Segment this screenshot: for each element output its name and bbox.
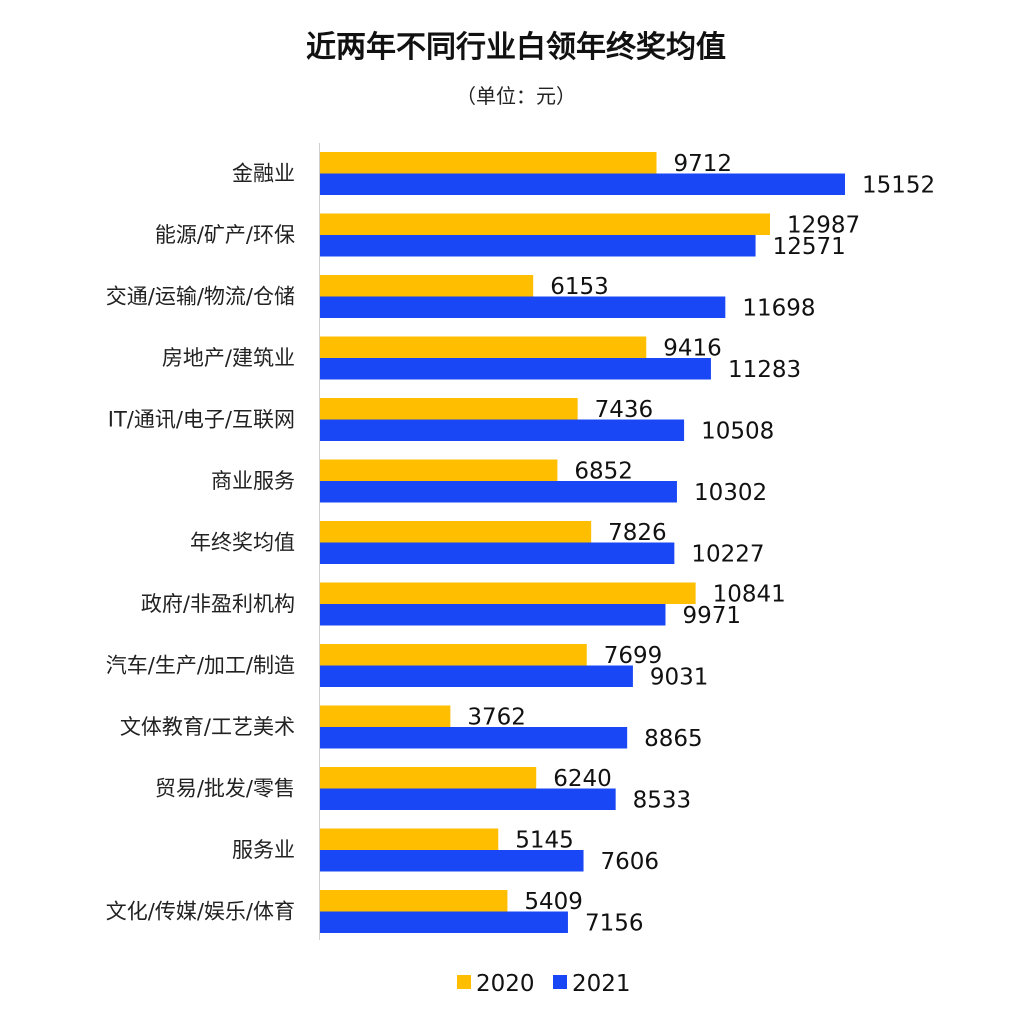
chart-subtitle: （单位：元）	[456, 84, 576, 108]
chart-title: 近两年不同行业白领年终奖均值	[306, 30, 726, 65]
data-label-2020: 6852	[574, 458, 633, 484]
bar-2021	[320, 358, 711, 380]
bar-2021	[320, 235, 756, 257]
legend-label-2020: 2020	[476, 971, 535, 997]
data-label-2021: 10508	[701, 418, 774, 444]
data-label-2020: 9712	[674, 151, 733, 177]
bar-2020	[320, 275, 534, 297]
bar-2020	[320, 521, 592, 543]
category-label: 金融业	[232, 162, 295, 186]
category-label: 能源/矿产/环保	[155, 223, 295, 247]
data-label-2021: 11698	[742, 295, 815, 321]
data-label-2020: 12987	[787, 212, 860, 238]
data-label-2021: 7606	[601, 849, 660, 875]
data-label-2020: 7826	[608, 520, 667, 546]
data-label-2020: 7436	[595, 397, 654, 423]
bar-2020	[320, 828, 499, 850]
bar-2020	[320, 582, 696, 604]
category-label: IT/通讯/电子/互联网	[108, 408, 295, 432]
bar-2021	[320, 481, 677, 503]
data-label-2021: 8533	[633, 787, 692, 813]
category-label: 政府/非盈利机构	[141, 592, 295, 616]
bar-2021	[320, 542, 675, 564]
data-label-2020: 7699	[604, 643, 663, 669]
data-label-2021: 9971	[682, 603, 741, 629]
bar-2020	[320, 336, 647, 358]
data-label-2021: 11283	[728, 357, 801, 383]
data-label-2021: 8865	[644, 726, 703, 752]
bar-2020	[320, 644, 587, 666]
category-label: 房地产/建筑业	[162, 346, 295, 370]
data-label-2020: 6240	[553, 766, 612, 792]
category-label: 文化/传媒/娱乐/体育	[106, 900, 295, 924]
data-label-2020: 3762	[467, 704, 526, 730]
bar-2020	[320, 705, 451, 727]
data-label-2020: 6153	[550, 274, 609, 300]
data-label-2021: 10302	[694, 480, 767, 506]
data-label-2021: 10227	[691, 541, 764, 567]
bar-2021	[320, 604, 666, 626]
data-label-2021: 9031	[650, 664, 709, 690]
bar-2021	[320, 296, 726, 318]
category-label: 服务业	[232, 838, 295, 862]
category-label: 年终奖均值	[190, 531, 295, 555]
data-label-2021: 7156	[585, 910, 644, 936]
legend-label-2021: 2021	[572, 971, 631, 997]
category-label: 汽车/生产/加工/制造	[106, 654, 295, 678]
data-label-2020: 5409	[524, 889, 583, 915]
data-label-2020: 9416	[663, 335, 722, 361]
bar-2021	[320, 788, 616, 810]
bar-2021	[320, 911, 568, 933]
bar-2020	[320, 398, 578, 420]
bar-2020	[320, 767, 537, 789]
bar-2020	[320, 152, 657, 174]
data-label-2021: 15152	[862, 172, 935, 198]
data-label-2021: 12571	[773, 234, 846, 260]
category-label: 交通/运输/物流/仓储	[106, 285, 295, 309]
bar-2020	[320, 890, 508, 912]
category-label: 贸易/批发/零售	[155, 777, 295, 801]
legend-swatch-2021	[553, 975, 567, 989]
legend-swatch-2020	[457, 975, 471, 989]
bar-2020	[320, 213, 770, 235]
bar-2021	[320, 850, 584, 872]
bar-2021	[320, 173, 845, 195]
bar-2021	[320, 727, 628, 749]
data-label-2020: 5145	[515, 827, 574, 853]
category-label: 商业服务	[211, 469, 295, 493]
data-label-2020: 10841	[713, 581, 786, 607]
bar-2020	[320, 459, 558, 481]
bar-2021	[320, 419, 685, 441]
category-label: 文体教育/工艺美术	[120, 715, 295, 739]
bar-2021	[320, 665, 633, 687]
